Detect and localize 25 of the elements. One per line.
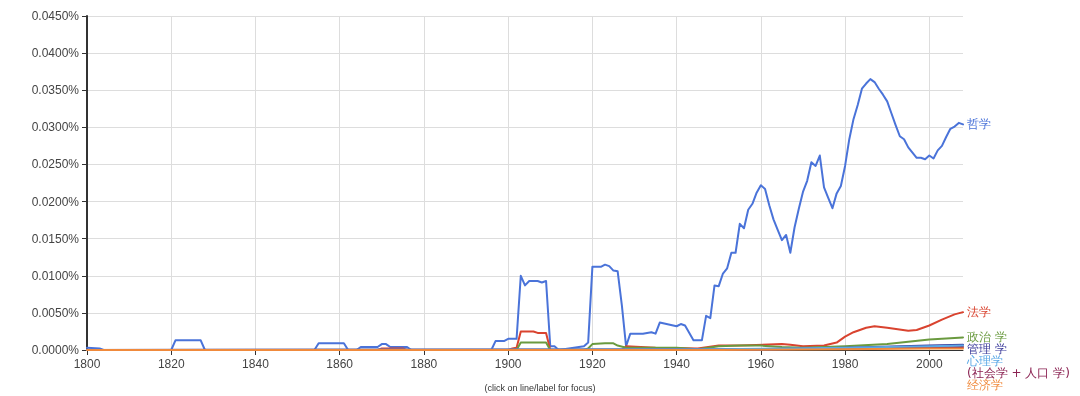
y-tick-label: 0.0300% — [31, 120, 80, 135]
x-tick-label: 1940 — [663, 357, 691, 371]
y-tick-label: 0.0400% — [31, 46, 80, 61]
y-tick-label: 0.0250% — [31, 157, 80, 172]
y-tick-label: 0.0450% — [31, 9, 80, 23]
x-tick-label: 1800 — [73, 357, 101, 371]
x-tick-label: 1820 — [157, 357, 185, 371]
x-tick-label: 1840 — [242, 357, 270, 371]
y-tick-label: 0.0150% — [31, 231, 80, 246]
y-tick-label: 0.0000% — [31, 343, 80, 357]
x-tick-label: 1980 — [831, 357, 859, 371]
x-tick-label: 1920 — [579, 357, 607, 371]
y-tick-label: 0.0050% — [31, 305, 80, 320]
x-tick-label: 1860 — [326, 357, 354, 371]
x-tick-label: 1960 — [747, 357, 775, 371]
x-tick-label: 1880 — [410, 357, 438, 371]
text: (click on line/label for focus) — [484, 382, 596, 393]
y-tick-label: 0.0100% — [31, 268, 80, 283]
x-tick-label: 1900 — [494, 357, 522, 371]
x-tick-label: 2000 — [915, 357, 943, 371]
y-tick-label: 0.0200% — [31, 194, 80, 209]
series-label: 法学 — [967, 305, 991, 320]
y-tick-label: 0.0350% — [31, 83, 80, 98]
text: 经济学 — [967, 378, 1003, 393]
series-label: 哲学 — [967, 117, 991, 132]
